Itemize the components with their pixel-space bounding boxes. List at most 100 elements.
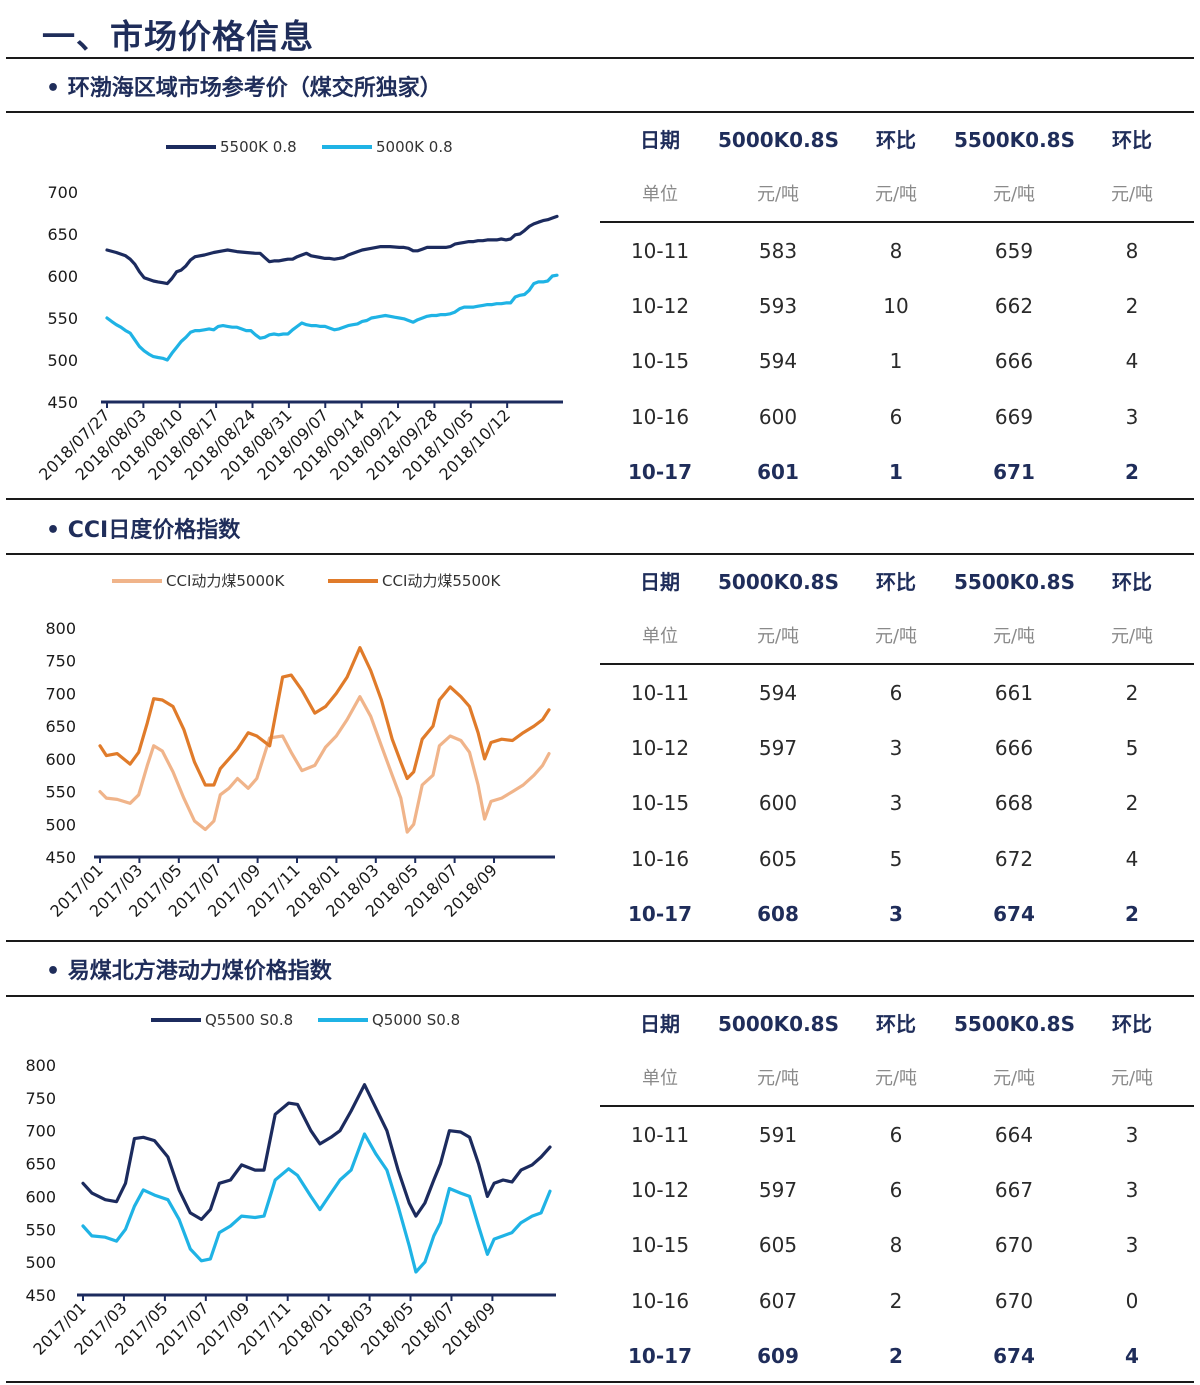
table-cell: 4 [1125, 847, 1139, 871]
table-header-row: 日期 5000K0.8S 环比 5500K0.8S 环比 [600, 1004, 1194, 1044]
page-title: 一、市场价格信息 [42, 17, 314, 56]
table-cell: 环比 [876, 1012, 916, 1036]
table-cell: 10-15 [630, 1233, 690, 1257]
table-row: 10-11 591 6 664 3 [600, 1115, 1194, 1155]
table-cell: 10-12 [630, 1178, 690, 1202]
y-tick-label: 450 [45, 848, 76, 867]
table-header-rule [600, 221, 1194, 223]
table-cell: 元/吨 [756, 626, 800, 647]
table-header-row: 日期 5000K0.8S 环比 5500K0.8S 环比 [600, 562, 1194, 602]
table-cell: 元/吨 [874, 626, 918, 647]
table-cell: 2 [1125, 460, 1139, 484]
table-cell: 10-12 [630, 736, 690, 760]
table-cell: 元/吨 [1110, 184, 1154, 205]
table-cell: 605 [758, 1233, 798, 1257]
table-row: 10-11 594 6 661 2 [600, 673, 1194, 713]
table-row: 10-15 605 8 670 3 [600, 1225, 1194, 1265]
chart-bohai: 5500K 0.8 5000K 0.8 700 650 600 550 500 450 2018… [6, 113, 600, 499]
section-title-yimei: • 易煤北方港动力煤价格指数 [46, 959, 332, 984]
y-tick-label: 500 [25, 1253, 56, 1272]
table-cell: 10-16 [630, 847, 690, 871]
table-cell: 5500K0.8S [954, 128, 1075, 152]
table-cell: 元/吨 [874, 184, 918, 205]
table-cell: 583 [758, 239, 798, 263]
table-cell: 6 [889, 681, 903, 705]
y-tick-label: 750 [45, 652, 76, 671]
table-cell: 674 [993, 1344, 1035, 1368]
series-line [105, 273, 559, 362]
table-cell: 10-12 [630, 294, 690, 318]
table-cell: 3 [889, 791, 903, 815]
y-tick-label: 650 [45, 717, 76, 736]
table-row: 10-11 583 8 659 8 [600, 231, 1194, 271]
line-chart: Q5500 S0.8 Q5000 S0.8 800 750 700 650 600 550 50… [25, 1011, 556, 1359]
table-cell: 671 [993, 460, 1035, 484]
y-tick-label: 700 [25, 1122, 56, 1141]
table-row: 10-15 600 3 668 2 [600, 783, 1194, 823]
y-tick-label: 600 [25, 1187, 56, 1206]
table-cell: 10-15 [630, 791, 690, 815]
table-cell: 659 [994, 239, 1034, 263]
table-row: 10-16 605 5 672 4 [600, 839, 1194, 879]
table-header-rule [600, 663, 1194, 665]
table-cell: 593 [758, 294, 798, 318]
table-cell: 元/吨 [1110, 1068, 1154, 1089]
section-rule-yimei [6, 995, 1194, 997]
series-line [98, 646, 551, 787]
table-cell: 10-17 [628, 902, 692, 926]
y-tick-label: 750 [25, 1089, 56, 1108]
y-tick-label: 550 [47, 309, 78, 328]
chart-yimei: Q5500 S0.8 Q5000 S0.8 800 750 700 650 600 550 50… [6, 997, 600, 1383]
table-cell: 597 [758, 736, 798, 760]
table-cell: 670 [994, 1289, 1034, 1313]
table-cell: 672 [994, 847, 1034, 871]
table-header-rule [600, 1105, 1194, 1107]
table-cell: 674 [993, 902, 1035, 926]
table-unit-row: 单位 元/吨 元/吨 元/吨 元/吨 [600, 175, 1194, 215]
y-tick-label: 500 [47, 351, 78, 370]
y-tick-label: 700 [47, 183, 78, 202]
table-cell: 10-11 [630, 1123, 690, 1147]
table-cell: 8 [889, 1233, 903, 1257]
header-rule [6, 57, 1194, 59]
table-cell: 单位 [642, 626, 678, 647]
section-end-rule-cci [6, 940, 1194, 942]
table-cell: 591 [758, 1123, 798, 1147]
table-cell: 0 [1125, 1289, 1139, 1313]
line-chart: 5500K 0.8 5000K 0.87006506005505004502018… [35, 138, 563, 484]
table-cell: 5000K0.8S [718, 570, 839, 594]
table-cell: 3 [1125, 1123, 1139, 1147]
y-tick-label: 550 [25, 1220, 56, 1239]
y-tick-label: 450 [25, 1286, 56, 1305]
section-title-cci: • CCI日度价格指数 [46, 518, 241, 543]
table-cell: 6 [889, 1123, 903, 1147]
table-cell: 元/吨 [992, 626, 1036, 647]
table-cell: 4 [1125, 1344, 1139, 1368]
section-rule-bohai [6, 111, 1194, 113]
table-cell: 609 [757, 1344, 799, 1368]
table-row: 10-16 600 6 669 3 [600, 397, 1194, 437]
table-cell: 3 [889, 736, 903, 760]
table-cell: 10-17 [628, 460, 692, 484]
table-cell: 594 [758, 681, 798, 705]
table-unit-row: 单位 元/吨 元/吨 元/吨 元/吨 [600, 1059, 1194, 1099]
table-cell: 10-11 [630, 239, 690, 263]
table-cell: 5 [1125, 736, 1139, 760]
table-cell: 600 [758, 405, 798, 429]
table-row: 10-16 607 2 670 0 [600, 1281, 1194, 1321]
table-cell: 环比 [1112, 1012, 1152, 1036]
series-line [98, 695, 551, 834]
table-cell: 6 [889, 1178, 903, 1202]
table-cell: 10-15 [630, 349, 690, 373]
table-cell: 5000K0.8S [718, 1012, 839, 1036]
table-cell: 2 [1125, 902, 1139, 926]
table-cell: 元/吨 [756, 1068, 800, 1089]
y-tick-label: 700 [45, 684, 76, 703]
table-cell: 1 [889, 349, 903, 373]
table-cell: 2 [889, 1289, 903, 1313]
table-cell: 环比 [876, 570, 916, 594]
table-cell: 5000K0.8S [718, 128, 839, 152]
y-tick-label: 650 [47, 225, 78, 244]
y-tick-label: 800 [45, 619, 76, 638]
table-cell: 666 [994, 349, 1034, 373]
